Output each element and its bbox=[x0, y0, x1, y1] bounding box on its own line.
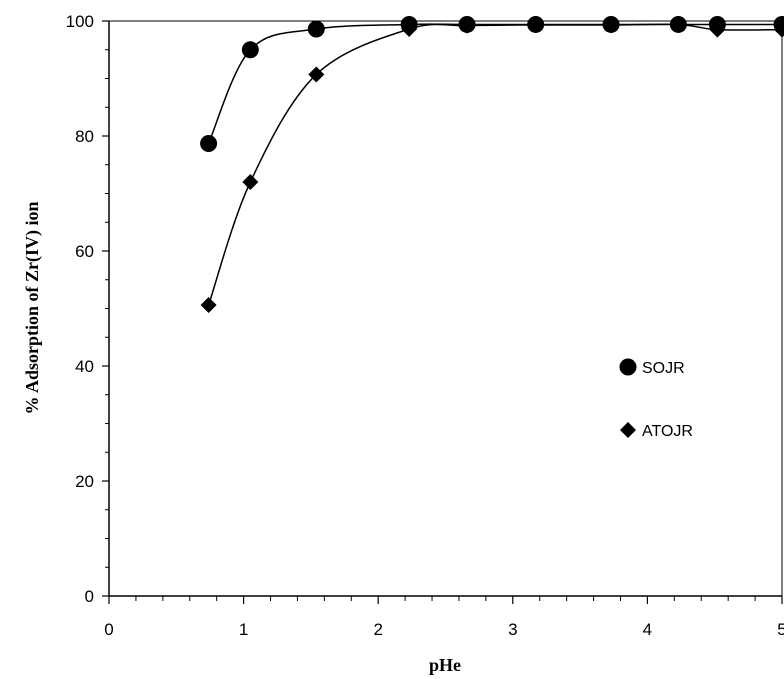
point-atojr bbox=[401, 21, 418, 38]
point-atojr bbox=[670, 16, 687, 33]
point-sojr bbox=[241, 41, 259, 59]
y-tick-label: 100 bbox=[66, 12, 94, 31]
y-axis-title: % Adsorption of Zr(IV) ion bbox=[22, 201, 43, 414]
point-atojr bbox=[603, 17, 620, 34]
point-atojr bbox=[200, 297, 217, 314]
legend: SOJR ATOJR bbox=[619, 358, 693, 440]
x-axis-title: pHe bbox=[429, 655, 461, 675]
point-sojr bbox=[200, 134, 218, 152]
y-tick-label: 0 bbox=[85, 587, 94, 606]
fit-curve-sojr bbox=[207, 23, 782, 144]
ticks: 0 1 2 3 4 5 0 20 40 60 80 100 bbox=[66, 12, 784, 639]
y-tick-label: 80 bbox=[75, 127, 94, 146]
fit-curve-atojr bbox=[207, 23, 783, 306]
data-points bbox=[200, 15, 784, 314]
y-tick-label: 20 bbox=[75, 472, 94, 491]
legend-marker-sojr bbox=[619, 358, 637, 376]
x-tick-label: 5 bbox=[777, 620, 784, 639]
point-atojr bbox=[308, 66, 325, 83]
x-tick-label: 0 bbox=[104, 620, 113, 639]
legend-marker-atojr bbox=[620, 422, 636, 438]
point-atojr bbox=[242, 174, 259, 190]
x-tick-label: 1 bbox=[239, 620, 248, 639]
fit-curves bbox=[207, 23, 783, 306]
y-tick-label: 40 bbox=[75, 357, 94, 376]
point-atojr bbox=[709, 21, 726, 38]
point-atojr bbox=[459, 17, 476, 34]
axes bbox=[108, 20, 783, 597]
legend-label-atojr: ATOJR bbox=[642, 423, 693, 440]
point-atojr bbox=[527, 17, 544, 34]
point-atojr bbox=[774, 21, 784, 38]
point-sojr bbox=[307, 20, 325, 38]
x-tick-label: 2 bbox=[373, 620, 382, 639]
x-tick-label: 3 bbox=[508, 620, 517, 639]
y-tick-label: 60 bbox=[75, 242, 94, 261]
legend-label-sojr: SOJR bbox=[642, 360, 685, 377]
x-tick-label: 4 bbox=[643, 620, 652, 639]
